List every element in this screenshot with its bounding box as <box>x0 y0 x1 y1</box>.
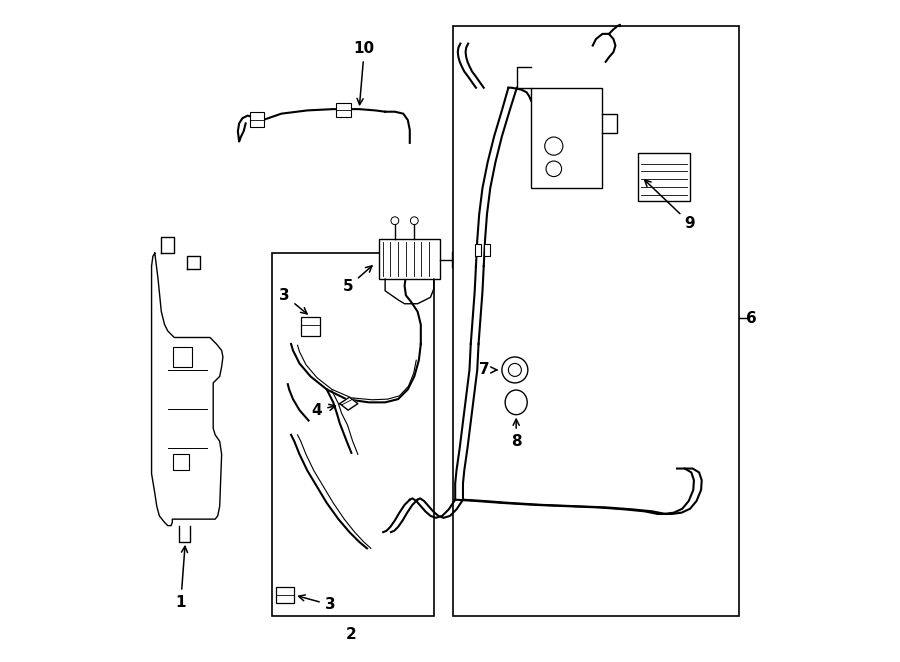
Text: 6: 6 <box>746 310 757 326</box>
Text: 1: 1 <box>176 546 187 610</box>
Bar <box>173 348 193 367</box>
Ellipse shape <box>505 390 527 414</box>
Text: 10: 10 <box>354 41 375 105</box>
Ellipse shape <box>410 217 419 224</box>
Bar <box>173 454 189 471</box>
Circle shape <box>508 363 521 377</box>
Bar <box>638 153 690 201</box>
Text: 3: 3 <box>279 288 307 314</box>
Bar <box>531 88 602 188</box>
Text: 7: 7 <box>479 362 497 377</box>
FancyBboxPatch shape <box>301 316 320 336</box>
FancyBboxPatch shape <box>276 587 294 603</box>
Bar <box>337 103 351 117</box>
Text: 9: 9 <box>644 180 696 231</box>
Circle shape <box>544 137 562 155</box>
Text: 3: 3 <box>299 595 336 612</box>
Circle shape <box>546 161 562 177</box>
Text: 2: 2 <box>346 627 356 642</box>
Text: 8: 8 <box>511 419 521 449</box>
Bar <box>250 113 265 126</box>
Circle shape <box>502 357 528 383</box>
Text: 4: 4 <box>311 402 336 418</box>
Bar <box>454 26 739 616</box>
Bar <box>272 253 434 616</box>
Ellipse shape <box>391 217 399 224</box>
Bar <box>474 244 482 256</box>
Text: 5: 5 <box>343 266 372 295</box>
Bar <box>483 244 490 256</box>
Bar <box>379 239 440 279</box>
Polygon shape <box>339 397 358 410</box>
